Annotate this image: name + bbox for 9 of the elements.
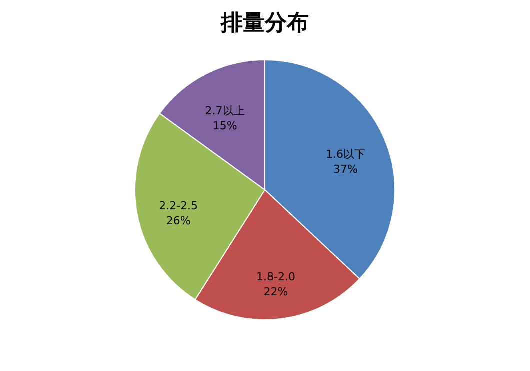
slice-label: 1.8-2.0 (256, 270, 296, 284)
data-label: 26% (166, 214, 191, 228)
slice-label: 2.7以上 (205, 104, 245, 118)
data-label: 37% (334, 163, 358, 176)
data-label: 15% (212, 120, 238, 133)
data-label: 22% (264, 285, 288, 298)
slice-label: 2.2-2.5 (159, 199, 198, 212)
chart-title: 排量分布 (220, 10, 309, 36)
slice-label: 1.6以下 (326, 148, 366, 162)
